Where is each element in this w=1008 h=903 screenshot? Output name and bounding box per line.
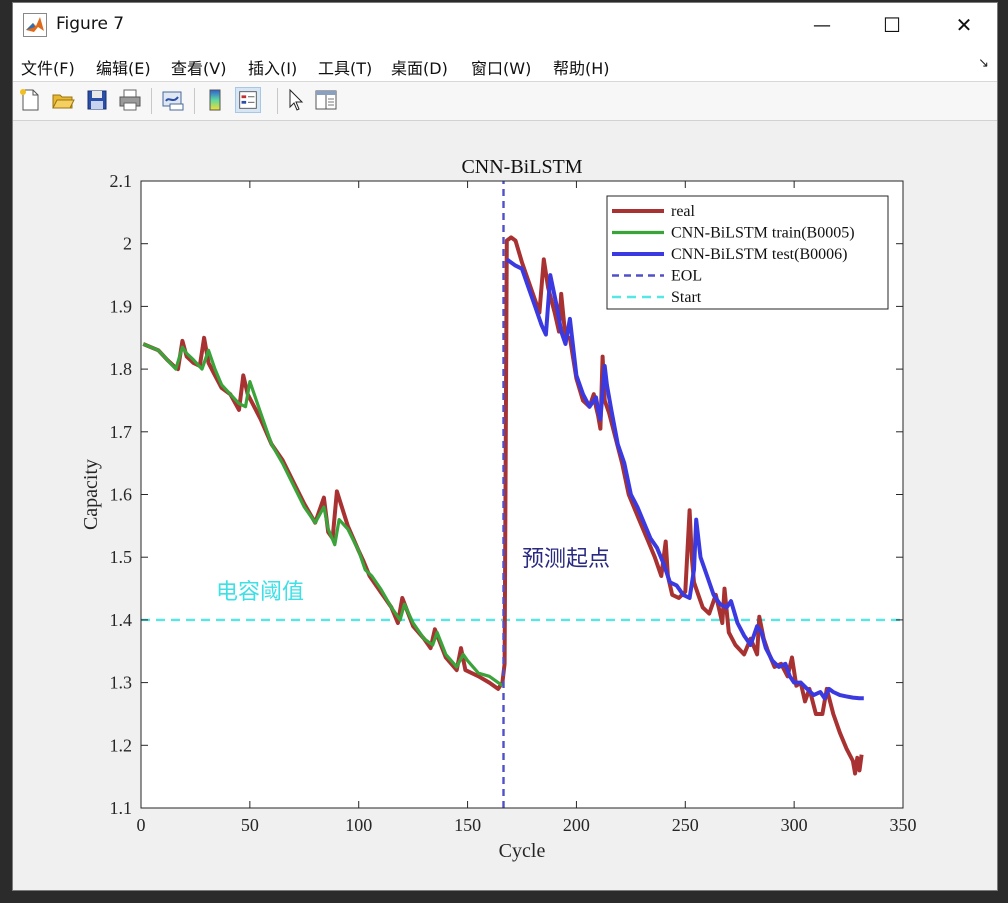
toolbar-separator xyxy=(151,88,152,114)
threshold-annotation: 电容阈值 xyxy=(216,579,304,604)
title-bar[interactable]: Figure 7 — ☐ ✕ xyxy=(13,3,997,47)
menu-desktop[interactable]: 桌面(D) xyxy=(391,59,448,78)
legend-label: EOL xyxy=(671,268,702,285)
toolbar-separator xyxy=(277,88,278,114)
maximize-button[interactable]: ☐ xyxy=(869,3,915,47)
legend-label: CNN-BiLSTM test(B0006) xyxy=(671,246,847,263)
menu-help[interactable]: 帮助(H) xyxy=(553,59,610,78)
print-icon[interactable] xyxy=(117,87,143,113)
y-tick-label: 1.1 xyxy=(110,798,133,818)
menu-insert[interactable]: 插入(I) xyxy=(248,59,298,78)
menu-bar: 文件(F) 编辑(E) 查看(V) 插入(I) 工具(T) 桌面(D) 窗口(W… xyxy=(13,47,997,82)
y-tick-label: 1.9 xyxy=(110,296,133,316)
menu-tools[interactable]: 工具(T) xyxy=(318,59,373,78)
minimize-icon: — xyxy=(813,14,831,36)
x-tick-label: 250 xyxy=(672,815,699,835)
y-tick-label: 1.5 xyxy=(110,547,133,567)
legend-icon[interactable] xyxy=(235,87,261,113)
menu-view[interactable]: 查看(V) xyxy=(171,59,227,78)
dock-arrow-icon[interactable]: ↘ xyxy=(978,56,989,71)
link-plot-icon[interactable] xyxy=(160,87,186,113)
pointer-icon[interactable] xyxy=(283,87,309,113)
open-file-icon[interactable] xyxy=(50,87,76,113)
legend-label: real xyxy=(671,203,696,220)
legend-label: Start xyxy=(671,289,702,306)
y-tick-label: 2 xyxy=(123,234,132,254)
save-icon[interactable] xyxy=(84,87,110,113)
menu-window[interactable]: 窗口(W) xyxy=(471,59,532,78)
series-line-cnn-bilstm-test-b0006- xyxy=(505,257,864,701)
maximize-icon: ☐ xyxy=(883,13,901,37)
x-tick-label: 50 xyxy=(241,815,259,835)
close-button[interactable]: ✕ xyxy=(941,3,987,47)
chart-title: CNN-BiLSTM xyxy=(461,156,582,178)
x-tick-label: 200 xyxy=(563,815,590,835)
toolbar-separator xyxy=(194,88,195,114)
figure-window: Figure 7 — ☐ ✕ 文件(F) 编辑(E) 查看(V) 插入(I) 工… xyxy=(12,2,998,891)
y-tick-label: 1.4 xyxy=(110,610,133,630)
menu-edit[interactable]: 编辑(E) xyxy=(96,59,151,78)
start-annotation: 预测起点 xyxy=(522,546,610,571)
y-tick-label: 1.3 xyxy=(110,673,133,693)
series-line-cnn-bilstm-train-b0005- xyxy=(142,342,504,687)
y-axis-label: Capacity xyxy=(80,459,102,530)
new-figure-icon[interactable] xyxy=(17,87,43,113)
x-tick-label: 0 xyxy=(137,815,146,835)
y-tick-label: 1.7 xyxy=(110,422,133,442)
matlab-icon xyxy=(23,13,47,37)
minimize-button[interactable]: — xyxy=(799,3,845,47)
window-title: Figure 7 xyxy=(56,14,125,34)
x-tick-label: 100 xyxy=(345,815,372,835)
close-icon: ✕ xyxy=(955,13,973,37)
figure-canvas: 0 50 100 150 200 250 300 350 1.1 1.2 1.3 1.4 1.5 1.6 1… xyxy=(13,121,998,891)
x-tick-label: 300 xyxy=(781,815,808,835)
y-tick-label: 1.8 xyxy=(110,359,133,379)
x-axis-label: Cycle xyxy=(499,840,546,862)
menu-file[interactable]: 文件(F) xyxy=(21,59,75,78)
property-inspector-icon[interactable] xyxy=(313,87,339,113)
y-tick-label: 1.6 xyxy=(110,485,133,505)
legend-label: CNN-BiLSTM train(B0005) xyxy=(671,225,855,242)
colorbar-icon[interactable] xyxy=(202,87,228,113)
plot-svg[interactable]: 0 50 100 150 200 250 300 350 1.1 1.2 1.3 1.4 1.5 1.6 1… xyxy=(13,121,998,891)
y-tick-label: 2.1 xyxy=(110,171,133,191)
x-tick-label: 350 xyxy=(890,815,917,835)
y-tick-label: 1.2 xyxy=(110,735,133,755)
toolbar xyxy=(13,82,997,121)
x-tick-label: 150 xyxy=(454,815,481,835)
